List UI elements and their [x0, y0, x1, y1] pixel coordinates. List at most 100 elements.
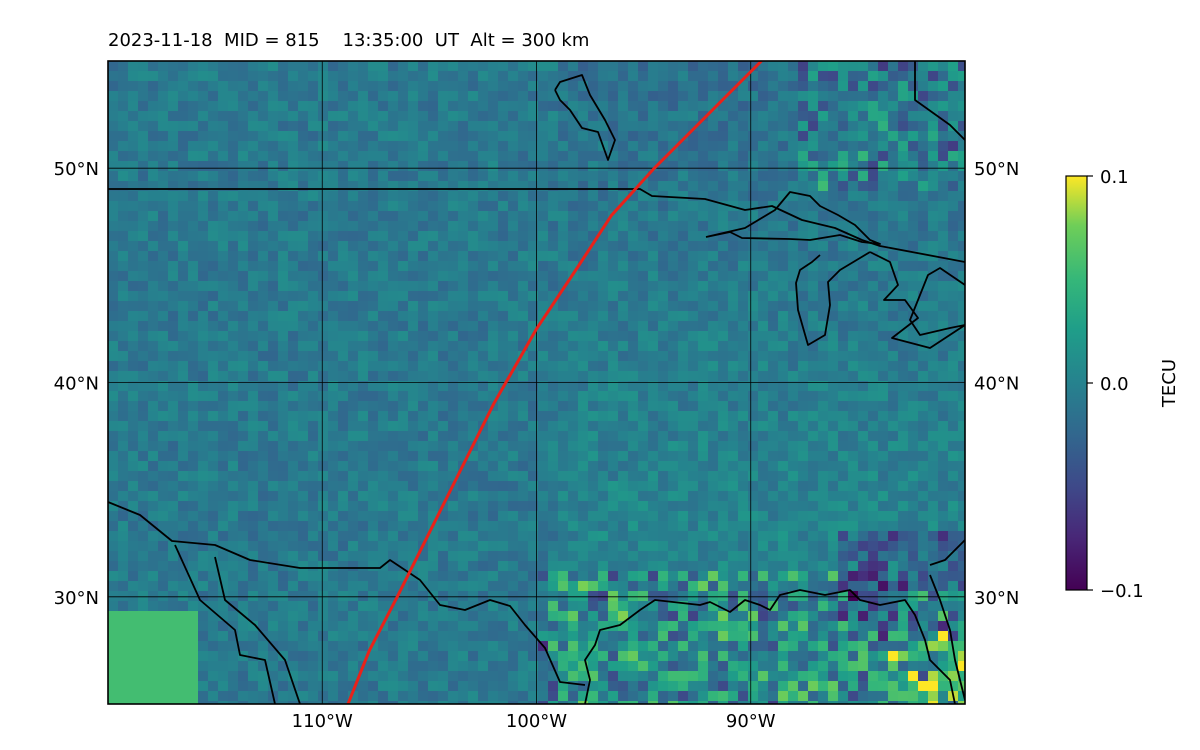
heatmap-cell — [128, 71, 139, 82]
heatmap-cell — [378, 611, 389, 622]
heatmap-cell — [558, 221, 569, 232]
heatmap-cell — [348, 101, 359, 112]
heatmap-cell — [338, 491, 349, 502]
heatmap-cell — [498, 181, 509, 192]
heatmap-cell — [698, 261, 709, 272]
heatmap-cell — [858, 301, 869, 312]
heatmap-cell — [408, 311, 419, 322]
heatmap-cell — [458, 131, 469, 142]
heatmap-cell — [378, 401, 389, 412]
heatmap-cell — [868, 121, 879, 132]
heatmap-cell — [798, 261, 809, 272]
heatmap-cell — [668, 341, 679, 352]
heatmap-cell — [118, 381, 129, 392]
heatmap-cell — [478, 591, 489, 602]
heatmap-cell — [168, 221, 179, 232]
heatmap-cell — [328, 331, 339, 342]
heatmap-cell — [378, 141, 389, 152]
heatmap-cell — [868, 431, 879, 442]
heatmap-cell — [158, 481, 169, 492]
heatmap-cell — [598, 131, 609, 142]
heatmap-cell — [668, 271, 679, 282]
heatmap-cell — [278, 181, 289, 192]
heatmap-cell — [848, 251, 859, 262]
heatmap-cell — [508, 391, 519, 402]
heatmap-cell — [428, 531, 439, 542]
heatmap-cell — [868, 181, 879, 192]
heatmap-cell — [758, 191, 769, 202]
heatmap-cell — [928, 521, 939, 532]
heatmap-cell — [618, 121, 629, 132]
heatmap-cell — [688, 211, 699, 222]
heatmap-cell — [358, 221, 369, 232]
heatmap-cell — [608, 231, 619, 242]
heatmap-cell — [598, 451, 609, 462]
heatmap-cell — [288, 221, 299, 232]
heatmap-cell — [698, 171, 709, 182]
heatmap-cell — [628, 111, 639, 122]
heatmap-cell — [588, 601, 599, 612]
heatmap-cell — [398, 541, 409, 552]
heatmap-cell — [888, 491, 899, 502]
heatmap-cell — [248, 601, 259, 612]
heatmap-cell — [768, 281, 779, 292]
heatmap-cell — [388, 621, 399, 632]
heatmap-cell — [758, 391, 769, 402]
heatmap-cell — [698, 271, 709, 282]
heatmap-cell — [518, 631, 529, 642]
heatmap-cell — [558, 251, 569, 262]
heatmap-cell — [688, 421, 699, 432]
heatmap-cell — [878, 501, 889, 512]
heatmap-cell — [258, 221, 269, 232]
heatmap-cell — [428, 411, 439, 422]
heatmap-cell — [718, 471, 729, 482]
heatmap-cell — [458, 311, 469, 322]
heatmap-cell — [568, 351, 579, 362]
heatmap-cell — [448, 521, 459, 532]
heatmap-cell — [698, 221, 709, 232]
heatmap-cell — [888, 61, 899, 72]
heatmap-cell — [798, 611, 809, 622]
heatmap-cell — [128, 561, 139, 572]
heatmap-cell — [358, 81, 369, 92]
heatmap-cell — [588, 571, 599, 582]
heatmap-cell — [308, 201, 319, 212]
heatmap-cell — [628, 621, 639, 632]
heatmap-cell — [308, 481, 319, 492]
heatmap-cell — [888, 311, 899, 322]
heatmap-cell — [488, 631, 499, 642]
heatmap-cell — [278, 91, 289, 102]
heatmap-cell — [638, 361, 649, 372]
heatmap-cell — [268, 171, 279, 182]
heatmap-cell — [768, 291, 779, 302]
heatmap-cell — [168, 381, 179, 392]
heatmap-cell — [448, 551, 459, 562]
heatmap-cell — [238, 621, 249, 632]
heatmap-cell — [618, 401, 629, 412]
heatmap-cell — [718, 501, 729, 512]
heatmap-cell — [328, 311, 339, 322]
heatmap-cell — [408, 231, 419, 242]
heatmap-cell — [718, 251, 729, 262]
heatmap-cell — [368, 331, 379, 342]
heatmap-cell — [818, 61, 829, 72]
heatmap-cell — [388, 481, 399, 492]
heatmap-cell — [308, 141, 319, 152]
heatmap-cell — [238, 241, 249, 252]
heatmap-cell — [358, 351, 369, 362]
heatmap-cell — [808, 61, 819, 72]
heatmap-cell — [198, 111, 209, 122]
heatmap-cell — [488, 211, 499, 222]
heatmap-cell — [608, 91, 619, 102]
heatmap-cell — [638, 351, 649, 362]
heatmap-cell — [318, 591, 329, 602]
heatmap-cell — [208, 261, 219, 272]
heatmap-cell — [888, 631, 899, 642]
heatmap-cell — [208, 171, 219, 182]
heatmap-cell — [218, 611, 229, 622]
heatmap-cell — [848, 361, 859, 372]
heatmap-cell — [278, 291, 289, 302]
heatmap-cell — [588, 441, 599, 452]
heatmap-cell — [918, 521, 929, 532]
heatmap-cell — [918, 441, 929, 452]
